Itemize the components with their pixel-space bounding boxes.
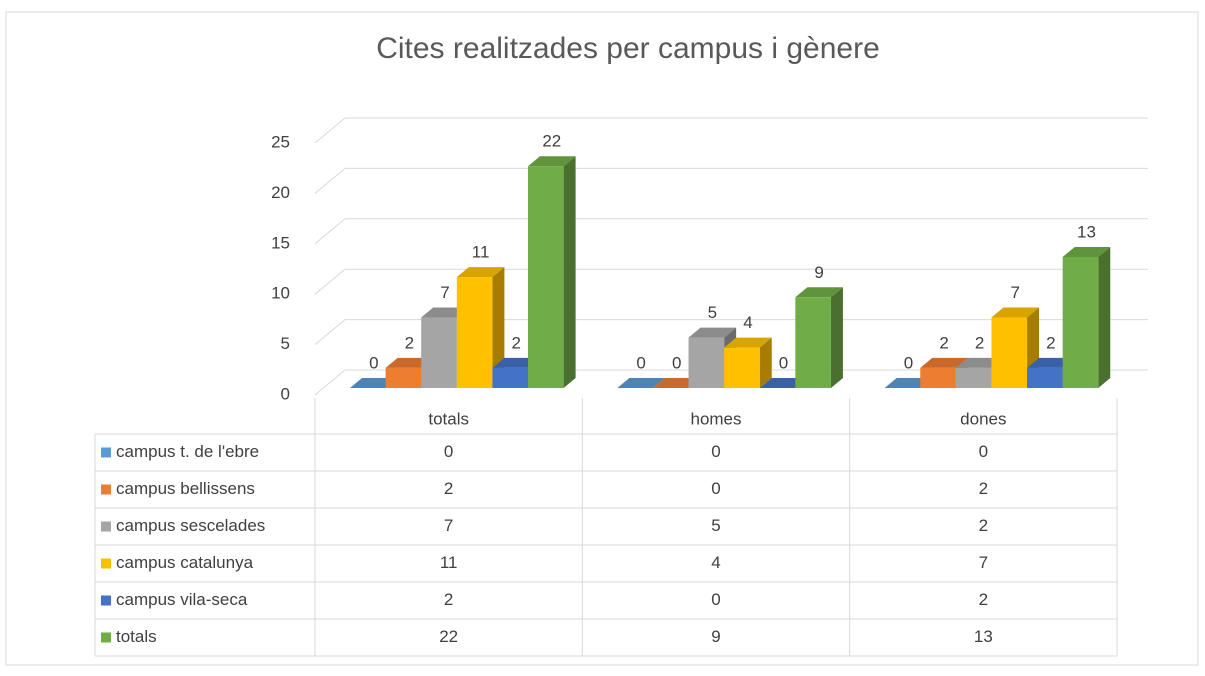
grid-line bbox=[314, 369, 1148, 396]
bar-front bbox=[385, 367, 422, 388]
grid-line bbox=[314, 218, 1148, 245]
table-cell: 0 bbox=[711, 590, 720, 609]
data-label: 0 bbox=[636, 353, 645, 372]
bar-top bbox=[1062, 246, 1111, 257]
table-cell: 5 bbox=[711, 516, 720, 535]
legend-label: campus t. de l'ebre bbox=[116, 442, 259, 461]
bar-top bbox=[991, 307, 1040, 318]
table-cell: 0 bbox=[444, 442, 453, 461]
bar-top bbox=[528, 156, 576, 167]
table-cell: 13 bbox=[974, 627, 993, 646]
bar bbox=[617, 378, 665, 388]
data-label: 0 bbox=[369, 353, 378, 372]
grid-line bbox=[314, 117, 1148, 144]
data-label: 2 bbox=[975, 333, 984, 352]
bar-front bbox=[920, 367, 956, 388]
data-label: 2 bbox=[939, 333, 948, 352]
table-cell: 2 bbox=[444, 590, 453, 609]
bar-top bbox=[920, 357, 968, 368]
legend-key bbox=[101, 447, 111, 458]
bar-front bbox=[1062, 256, 1099, 388]
data-label: 11 bbox=[472, 243, 490, 262]
data-label: 0 bbox=[672, 353, 681, 372]
bar-front bbox=[421, 317, 457, 388]
bar-front bbox=[456, 277, 493, 388]
legend-label: totals bbox=[116, 627, 157, 646]
bar-front bbox=[955, 367, 992, 388]
table-cell: 9 bbox=[711, 627, 720, 646]
bar-front bbox=[724, 347, 760, 388]
bar-top bbox=[688, 327, 737, 338]
table-cell: 0 bbox=[711, 442, 720, 461]
bar-front bbox=[528, 166, 564, 388]
data-label: 22 bbox=[542, 132, 561, 151]
bar-side bbox=[492, 267, 505, 388]
bar-front bbox=[688, 337, 725, 388]
legend-label: campus sescelades bbox=[116, 516, 265, 535]
legend-key bbox=[101, 484, 111, 495]
y-tick-label: 0 bbox=[281, 384, 290, 403]
y-tick-label: 5 bbox=[281, 334, 290, 353]
legend-key bbox=[101, 595, 111, 606]
table-cell: 4 bbox=[711, 553, 720, 572]
table-cell: 7 bbox=[979, 553, 988, 572]
legend-label: campus catalunya bbox=[116, 553, 254, 572]
x-tick-label: dones bbox=[960, 409, 1006, 428]
legend-label: campus bellissens bbox=[116, 479, 255, 498]
data-label: 7 bbox=[440, 283, 449, 302]
table-cell: 2 bbox=[979, 590, 988, 609]
table-cell: 2 bbox=[444, 479, 453, 498]
data-label: 13 bbox=[1077, 222, 1096, 241]
data-label: 7 bbox=[1011, 283, 1020, 302]
bar-top bbox=[617, 378, 665, 388]
data-label: 4 bbox=[743, 313, 752, 332]
bar-side bbox=[759, 337, 772, 388]
grid-line bbox=[314, 268, 1148, 295]
bar-side bbox=[1098, 246, 1111, 388]
table-cell: 2 bbox=[979, 479, 988, 498]
data-label: 2 bbox=[405, 333, 414, 352]
data-label: 2 bbox=[511, 333, 520, 352]
grid-line bbox=[314, 319, 1148, 345]
table-cell: 22 bbox=[439, 627, 458, 646]
table-cell: 11 bbox=[440, 553, 458, 572]
bar bbox=[724, 337, 772, 388]
y-tick-label: 25 bbox=[271, 132, 290, 151]
bar-front bbox=[795, 297, 831, 388]
table-cell: 2 bbox=[979, 516, 988, 535]
data-label: 2 bbox=[1046, 333, 1055, 352]
table-cell: 0 bbox=[711, 479, 720, 498]
legend-label: campus vila-seca bbox=[116, 590, 248, 609]
bar-front bbox=[1027, 367, 1063, 388]
bar bbox=[456, 267, 505, 388]
bar-front bbox=[492, 367, 528, 388]
y-tick-label: 10 bbox=[271, 284, 290, 303]
bar-top bbox=[795, 287, 843, 298]
table-cell: 0 bbox=[979, 442, 988, 461]
bar bbox=[1062, 246, 1111, 388]
data-label: 0 bbox=[904, 353, 913, 372]
bar-side bbox=[563, 156, 576, 388]
bar bbox=[528, 156, 576, 388]
x-tick-label: totals bbox=[428, 409, 469, 428]
chart-title: Cites realitzades per campus i gènere bbox=[376, 32, 880, 65]
data-label: 9 bbox=[814, 263, 823, 282]
data-label: 0 bbox=[779, 353, 788, 372]
bar bbox=[795, 287, 843, 388]
bar-top bbox=[456, 267, 505, 278]
legend-key bbox=[101, 558, 111, 569]
bar-side bbox=[830, 287, 843, 388]
y-tick-label: 20 bbox=[271, 183, 290, 202]
data-label: 5 bbox=[708, 303, 717, 322]
legend-key bbox=[101, 521, 111, 532]
bar-top bbox=[724, 337, 772, 348]
legend-key bbox=[101, 632, 111, 643]
bar-front bbox=[991, 317, 1028, 388]
grid-line bbox=[314, 167, 1148, 194]
y-tick-label: 15 bbox=[271, 233, 290, 252]
table-cell: 7 bbox=[444, 516, 453, 535]
x-tick-label: homes bbox=[690, 409, 741, 428]
